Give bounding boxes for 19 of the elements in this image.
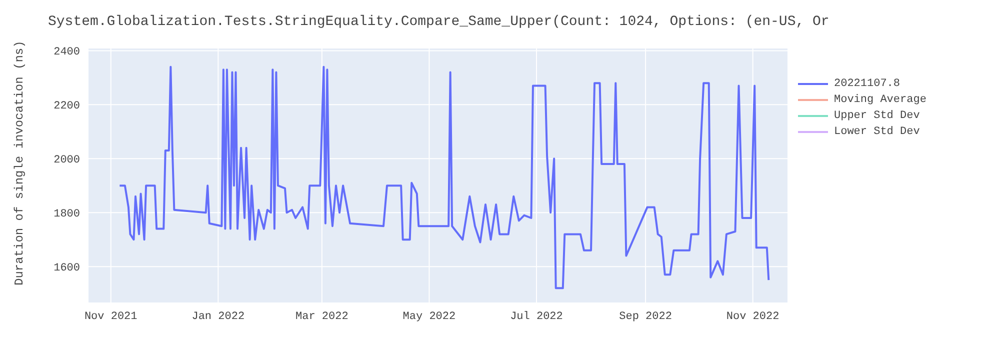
x-tick-label: Mar 2022	[296, 310, 348, 323]
x-tick-label: May 2022	[402, 310, 456, 323]
x-tick-label: Sep 2022	[619, 310, 672, 323]
x-tick-label: Nov 2021	[84, 310, 138, 323]
x-tick-label: Nov 2022	[726, 310, 780, 323]
legend-label: Lower Std Dev	[834, 126, 920, 138]
y-tick-label: 1800	[54, 208, 80, 221]
legend-label: 20221107.8	[834, 78, 900, 90]
y-tick-label: 2200	[54, 100, 80, 113]
legend-label: Upper Std Dev	[834, 110, 920, 122]
y-tick-label: 1600	[54, 262, 80, 274]
line-series	[118, 66, 770, 290]
y-axis-title: Duration of single invocation (ns)	[12, 40, 26, 286]
x-tick-label: Jul 2022	[510, 310, 563, 323]
y-tick-label: 2400	[54, 46, 80, 59]
chart-title: System.Globalization.Tests.StringEquality.Compare_Same_Upper(Count: 1024, Options: (en-US, Or	[47, 13, 830, 32]
legend-label: Moving Average	[834, 94, 926, 106]
y-tick-label: 2000	[54, 154, 80, 167]
x-tick-label: Jan 2022	[192, 310, 245, 323]
